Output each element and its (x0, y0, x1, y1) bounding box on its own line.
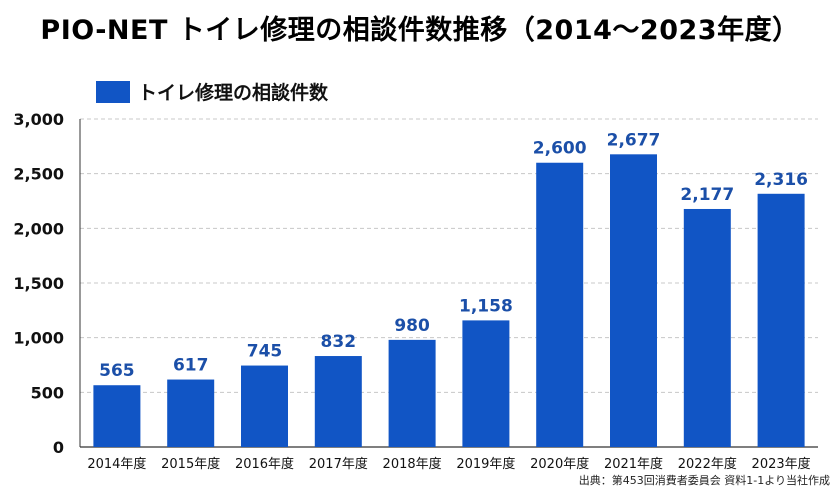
x-tick-label: 2018年度 (383, 456, 442, 472)
y-tick-label: 3,000 (13, 110, 64, 129)
legend-label: トイレ修理の相談件数 (138, 82, 329, 104)
y-tick-label: 0 (53, 438, 64, 457)
y-tick-label: 1,500 (13, 274, 64, 293)
bar (683, 208, 731, 447)
data-label: 2,677 (607, 130, 661, 150)
x-tick-label: 2023年度 (752, 456, 811, 472)
y-tick-label: 1,000 (13, 329, 64, 348)
y-tick-label: 500 (31, 383, 64, 402)
bar (757, 193, 805, 447)
x-axis: 2014年度 2015年度 2016年度 2017年度 2018年度 2019年度 2020… (87, 456, 810, 472)
data-label: 2,177 (680, 185, 734, 205)
y-tick-label: 2,500 (13, 165, 64, 184)
bar (610, 154, 657, 447)
bar (536, 162, 584, 447)
bar (314, 356, 362, 447)
source-note: 出典：第453回消費者委員会 資料1-1より当社作成 (578, 474, 830, 487)
y-tick-label: 2,000 (13, 219, 64, 238)
data-label: 2,600 (533, 139, 587, 159)
x-tick-label: 2016年度 (235, 456, 294, 472)
data-label: 565 (99, 361, 135, 381)
legend-swatch (96, 80, 130, 103)
y-axis: 0 500 1,000 1,500 2,000 2,500 3,000 (13, 110, 818, 457)
x-tick-label: 2020年度 (530, 456, 589, 472)
x-tick-label: 2022年度 (678, 456, 737, 472)
x-tick-label: 2021年度 (604, 456, 663, 472)
bar (462, 320, 510, 447)
data-label: 1,158 (459, 296, 513, 316)
x-tick-label: 2017年度 (309, 456, 368, 472)
x-tick-label: 2019年度 (456, 456, 515, 472)
bar (167, 379, 215, 447)
data-labels: 565 617 745 832 980 1,158 2,600 2,677 2,177 2,316 (99, 130, 808, 381)
data-label: 745 (247, 342, 283, 362)
bar (241, 365, 288, 447)
data-label: 2,316 (754, 170, 808, 190)
legend: トイレ修理の相談件数 (96, 78, 328, 105)
x-tick-label: 2014年度 (87, 456, 146, 472)
data-label: 617 (173, 356, 209, 376)
bar (388, 339, 436, 447)
bars (93, 154, 805, 447)
chart-title: PIO-NET トイレ修理の相談件数推移（2014～2023年度） (40, 15, 800, 46)
x-tick-label: 2015年度 (161, 456, 220, 472)
data-label: 832 (321, 332, 357, 352)
bar (93, 385, 141, 447)
data-label: 980 (394, 316, 430, 336)
